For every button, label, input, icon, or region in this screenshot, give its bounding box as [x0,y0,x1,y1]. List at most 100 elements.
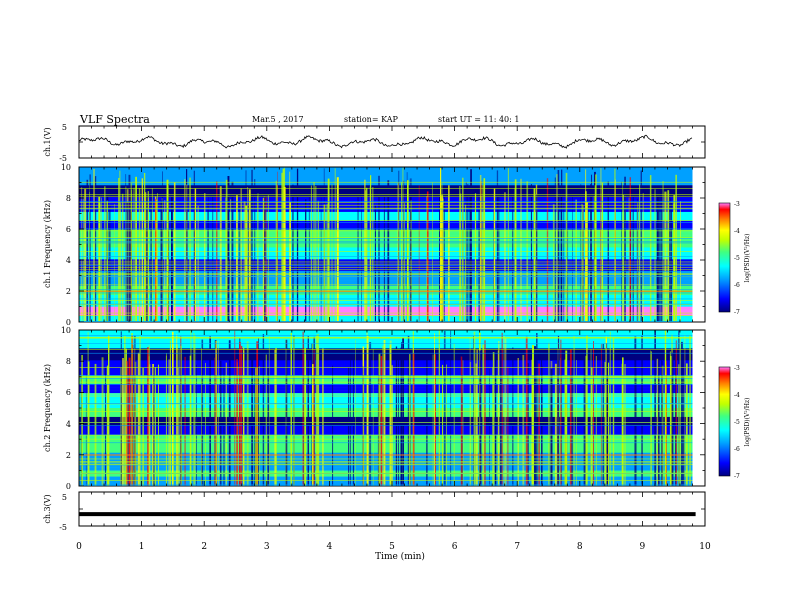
xtick-0: 0 [76,542,82,552]
ch1-spectrogram-yticks: 10 8 6 4 2 0 [61,163,71,327]
x-axis-label: Time (min) [375,551,425,562]
sferic-streak [313,349,315,486]
sferic-streak [664,330,667,486]
sferic-streak [126,361,128,486]
sferic-streak [214,357,216,486]
sferic-streak [172,331,174,486]
sferic-streak [89,174,91,322]
sferic-streak [470,169,472,322]
sferic-streak [441,195,444,322]
sferic-streak [143,173,146,322]
sferic-streak [225,362,227,486]
sferic-streak [640,170,642,322]
ch1-spectrogram-image [79,167,693,322]
sferic-streak [204,193,206,322]
spectrogram-band [79,458,693,462]
sferic-streak [82,196,84,322]
sferic-streak [125,186,127,322]
sferic-streak [450,330,452,486]
spectrogram-band [79,416,693,421]
sferic-streak [402,167,404,322]
tone-line [79,292,693,294]
sferic-streak [635,368,637,486]
sferic-streak [498,341,500,486]
sferic-streak [670,356,672,486]
sferic-streak [201,339,204,486]
sferic-streak [628,197,630,322]
sferic-streak [305,200,306,322]
sferic-streak [467,184,469,322]
sferic-streak [194,334,196,486]
tone-line [79,458,693,460]
tone-line [79,237,693,238]
spectrogram-band [79,390,693,394]
tone-line [79,269,693,271]
spectrogram-band [79,357,693,361]
sferic-streak [507,366,509,486]
sferic-streak [264,197,267,322]
sferic-streak [283,186,286,322]
ch1-ytick-4: 4 [66,256,71,265]
sferic-streak [350,354,351,486]
tone-line [79,403,693,404]
sferic-streak [669,189,671,322]
tone-line [79,298,693,300]
sferic-streak [492,352,495,486]
tone-line [79,375,693,377]
tone-line [79,207,693,209]
spectrogram-band [79,464,693,468]
sferic-streak [276,185,278,322]
sferic-streak [131,333,133,486]
tone-line [79,434,693,436]
sferic-streak [552,204,555,322]
spectrogram-band [79,419,693,424]
sferic-streak [522,354,525,486]
spectrogram-band [79,467,693,471]
sferic-streak [267,195,269,322]
spectrogram-band [79,238,693,242]
sferic-streak [243,350,245,486]
sferic-streak [602,343,604,486]
spectrogram-band [79,381,693,385]
sferic-streak [581,203,583,322]
sferic-streak [124,335,126,486]
sferic-streak [483,178,486,322]
sferic-streak [554,363,557,486]
sferic-streak [650,350,651,486]
sferic-streak [661,192,663,322]
sferic-streak [135,176,137,322]
sferic-streak [223,367,225,486]
sferic-streak [398,349,399,486]
sferic-streak [81,355,83,486]
tone-line [79,352,693,354]
sferic-streak [478,193,480,322]
sferic-streak [595,356,597,486]
sferic-streak [681,341,683,486]
sferic-streak [193,170,195,322]
sferic-streak [94,363,97,486]
sferic-streak [582,187,584,322]
sferic-streak [448,185,450,322]
ch1-ytick-top: 5 [62,123,67,132]
sferic-streak [243,201,246,322]
sferic-streak [569,349,572,486]
sferic-streak [153,367,155,486]
spectrogram-band [79,271,693,275]
sferic-streak [296,168,299,322]
ch2-spectrogram-image [79,330,693,486]
ch1-ytick-6: 6 [66,225,71,234]
spectrogram-band [79,345,693,349]
sferic-streak [251,356,254,486]
tone-line [79,343,693,344]
tone-line [79,349,693,350]
sferic-streak [378,175,380,322]
sferic-streak [380,356,383,486]
tone-line [79,375,693,377]
sferic-streak [661,352,662,486]
sferic-streak [109,205,111,322]
cb1-tick-m5: -5 [734,255,740,262]
sferic-streak [220,360,222,486]
sferic-streak [496,170,499,322]
sferic-streak [207,203,209,322]
